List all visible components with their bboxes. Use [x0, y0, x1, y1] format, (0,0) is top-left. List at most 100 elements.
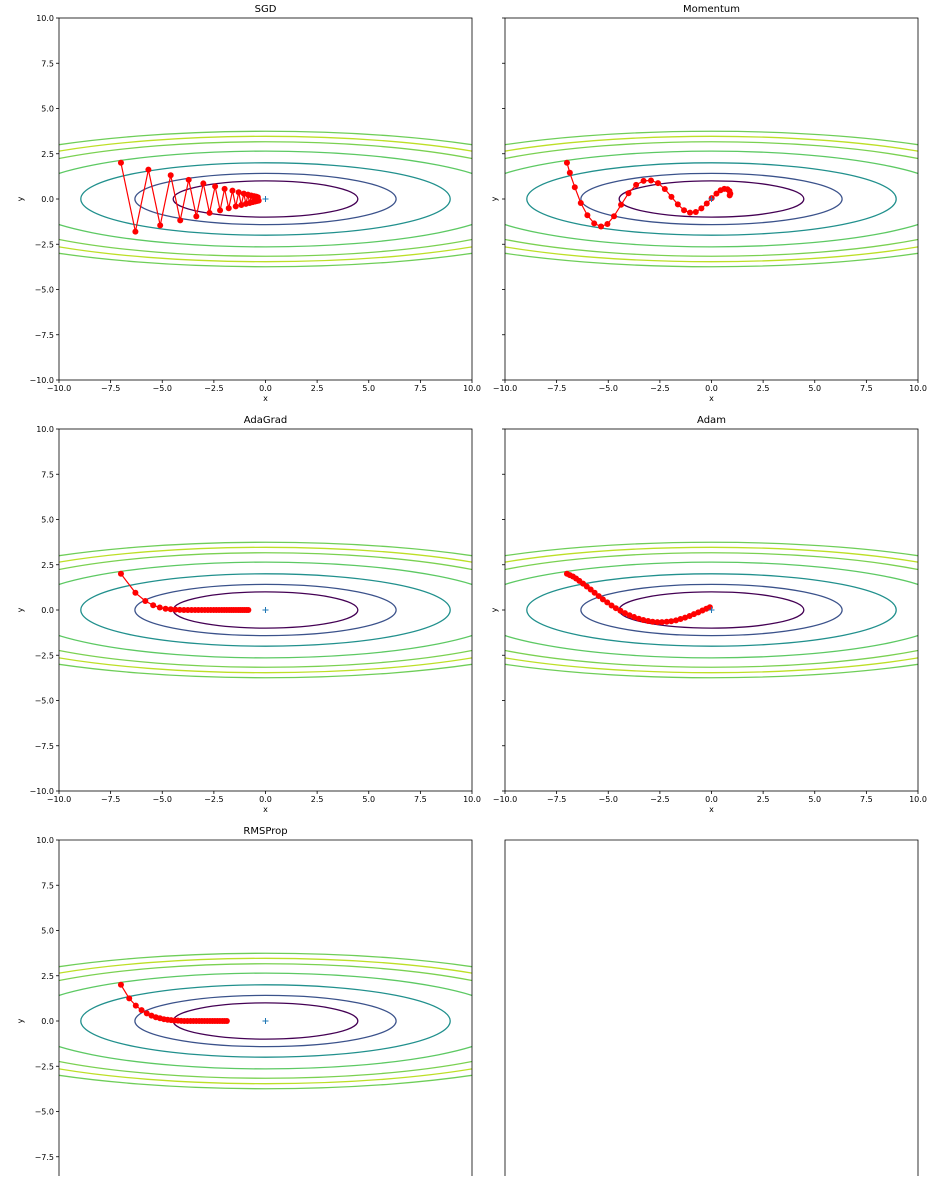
path-point: [668, 618, 675, 625]
contour-line: [59, 561, 472, 659]
y-tick-label: 7.5: [41, 470, 54, 479]
y-axis-label: y: [490, 196, 499, 201]
x-tick-label: −5.0: [153, 384, 172, 393]
path-point: [677, 616, 684, 623]
axes-frame: [58, 839, 473, 1176]
path-point: [238, 201, 245, 208]
x-tick-label: 7.5: [860, 795, 873, 804]
path-point: [692, 209, 699, 216]
path-point: [672, 617, 679, 624]
contour-line: [59, 546, 472, 674]
y-axis-label: y: [16, 1018, 25, 1023]
path-point: [682, 614, 689, 621]
y-tick-label: −5.0: [35, 1108, 54, 1117]
path-point: [661, 186, 668, 193]
path-point: [618, 201, 625, 208]
minimum-marker: [708, 607, 715, 613]
subplot-sgd: SGD −10.0 −7.5 −5.0 −2.5 0.0 2.5 5.0 7.5 10.0 x −10…: [16, 4, 481, 403]
contour-line: [59, 541, 472, 679]
y-tick-label: 7.5: [41, 59, 54, 68]
x-tick-label: 2.5: [757, 795, 770, 804]
contour-line: [59, 957, 472, 1085]
contour-line: [59, 552, 472, 668]
contour-line: [59, 963, 472, 1079]
y-tick-label: 2.5: [41, 561, 54, 570]
y-tick-label: −5.0: [35, 697, 54, 706]
path-point: [635, 615, 642, 622]
path-point: [621, 610, 628, 617]
contour-line: [505, 561, 918, 659]
path-point: [143, 1010, 150, 1017]
x-axis-label: x: [709, 394, 714, 403]
x-tick-label: 0.0: [259, 384, 272, 393]
path-point: [212, 183, 219, 190]
path-point: [577, 199, 584, 206]
optimizer-path-line: [120, 162, 260, 232]
contour-line: [59, 952, 472, 1090]
x-tick-label: 7.5: [860, 384, 873, 393]
contour-line: [505, 135, 918, 263]
path-point: [617, 607, 624, 614]
path-point: [223, 1018, 230, 1024]
y-tick-label: −5.0: [35, 286, 54, 295]
path-point: [225, 205, 232, 212]
path-point: [591, 220, 598, 227]
x-tick-label: 5.0: [808, 384, 821, 393]
contour-line: [59, 141, 472, 257]
path-point: [604, 220, 611, 227]
y-tick-label: −7.5: [35, 742, 54, 751]
path-point: [626, 612, 633, 619]
x-tick-label: −5.0: [153, 795, 172, 804]
path-point: [658, 619, 665, 626]
path-point: [663, 618, 670, 625]
plot-area: [505, 541, 918, 679]
y-tick-label: −10.0: [29, 376, 54, 385]
path-point: [145, 166, 152, 173]
path-point: [631, 614, 638, 621]
contour-line: [505, 552, 918, 668]
contour-line: [526, 573, 897, 647]
y-tick-label: 10.0: [36, 836, 54, 845]
contour-line: [580, 583, 843, 637]
path-point: [566, 169, 573, 176]
path-point: [571, 184, 578, 191]
minimum-marker: [262, 607, 269, 613]
x-tick-label: −7.5: [547, 384, 566, 393]
minimum-marker: [262, 196, 269, 202]
path-point: [599, 596, 606, 603]
contour-line: [505, 541, 918, 679]
x-tick-label: 10.0: [909, 384, 927, 393]
x-axis-label: x: [709, 805, 714, 814]
path-point: [142, 597, 149, 604]
x-tick-label: −2.5: [204, 384, 223, 393]
contour-line: [134, 994, 397, 1048]
path-point: [162, 605, 169, 612]
x-tick-label: 2.5: [311, 795, 324, 804]
axes-frame: [504, 839, 919, 1176]
contour-line: [59, 150, 472, 248]
path-point: [681, 207, 688, 214]
y-tick-label: 0.0: [41, 195, 54, 204]
contour-line: [59, 130, 472, 268]
x-tick-label: −7.5: [101, 384, 120, 393]
path-point: [674, 201, 681, 208]
plot-area: [505, 130, 918, 268]
path-point: [726, 192, 733, 199]
x-tick-label: −2.5: [650, 384, 669, 393]
x-tick-label: −2.5: [650, 795, 669, 804]
contour-line: [618, 180, 805, 218]
path-point: [647, 177, 654, 184]
path-point: [235, 189, 242, 196]
path-point: [584, 212, 591, 219]
x-tick-label: 7.5: [414, 384, 427, 393]
path-point: [654, 619, 661, 626]
y-tick-label: 2.5: [41, 150, 54, 159]
y-axis-label: y: [490, 607, 499, 612]
x-tick-label: 5.0: [362, 384, 375, 393]
path-point: [255, 197, 262, 204]
x-tick-label: 5.0: [808, 795, 821, 804]
path-point: [612, 605, 619, 612]
path-point: [640, 616, 647, 623]
path-point: [645, 618, 652, 625]
